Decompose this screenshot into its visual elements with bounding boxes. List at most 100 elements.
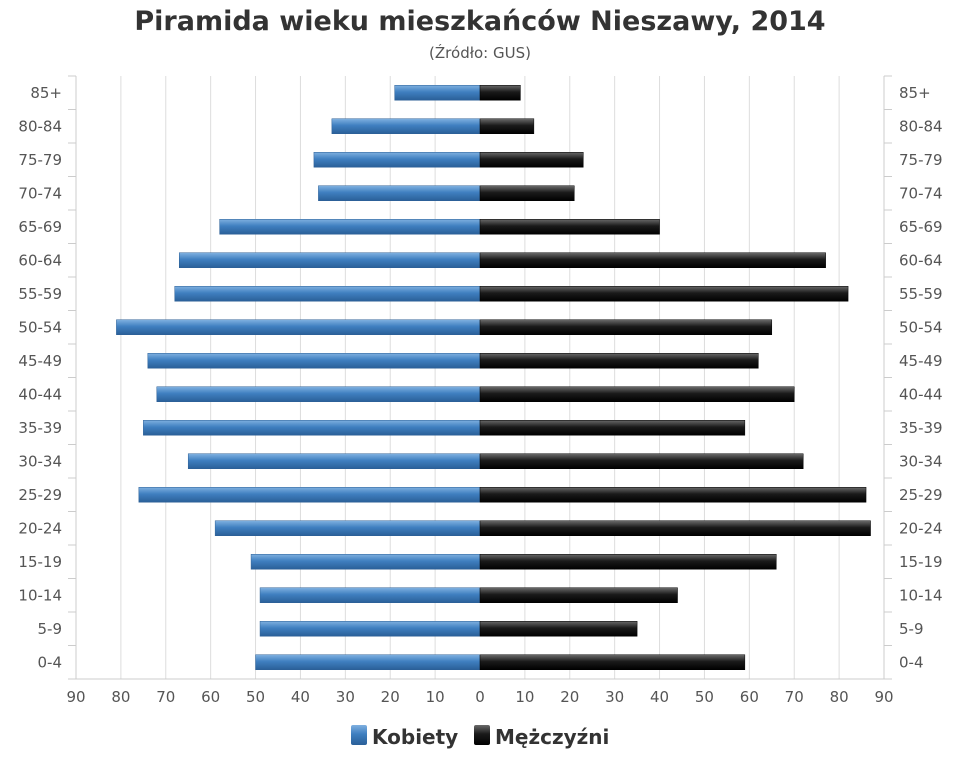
x-tick-label: 30 [605,688,624,706]
legend-swatch-mezczyzni[interactable] [474,725,490,745]
bar-mezczyzni [479,252,826,268]
bar-kobiety [313,152,481,168]
category-label-left: 35-39 [18,419,62,437]
bar-mezczyzni [479,185,575,201]
category-label-left: 45-49 [18,352,62,370]
category-label-right: 10-14 [899,586,943,604]
x-tick-label: 90 [874,688,893,706]
bar-mezczyzni [479,554,777,570]
category-label-left: 80-84 [18,117,62,135]
category-label-right: 5-9 [899,620,924,638]
x-tick-label: 80 [830,688,849,706]
category-label-right: 65-69 [899,218,943,236]
axes [68,75,892,680]
legend-label-kobiety[interactable]: Kobiety [372,725,458,749]
category-label-right: 50-54 [899,318,943,336]
category-label-left: 50-54 [18,318,62,336]
x-tick-label: 10 [515,688,534,706]
category-label-left: 25-29 [18,486,62,504]
x-tick-label: 50 [695,688,714,706]
x-tick-label: 20 [381,688,400,706]
x-tick-label: 60 [740,688,759,706]
category-label-left: 85+ [30,84,62,102]
bar-kobiety [259,587,481,603]
chart-subtitle: (Źródło: GUS) [429,44,531,62]
category-label-right: 0-4 [899,653,924,671]
category-label-left: 0-4 [38,653,63,671]
bar-kobiety [187,453,481,469]
category-label-left: 10-14 [18,586,62,604]
category-label-right: 20-24 [899,519,943,537]
bar-kobiety [250,554,481,570]
bar-mezczyzni [479,453,804,469]
x-tick-label: 0 [475,688,485,706]
category-label-left: 40-44 [18,385,62,403]
bar-mezczyzni [479,118,535,134]
category-label-right: 35-39 [899,419,943,437]
bar-mezczyzni [479,587,678,603]
bar-mezczyzni [479,487,867,503]
bar-kobiety [174,286,481,302]
x-tick-label: 40 [291,688,310,706]
category-label-right: 85+ [899,84,931,102]
bar-mezczyzni [479,286,849,302]
x-tick-label: 50 [246,688,265,706]
category-label-right: 15-19 [899,553,943,571]
bar-kobiety [259,621,481,637]
bar-kobiety [331,118,481,134]
legend-label-mezczyzni[interactable]: Mężczyźni [495,725,609,749]
bar-kobiety [156,386,481,402]
category-label-right: 45-49 [899,352,943,370]
bar-mezczyzni [479,353,759,369]
x-tick-label: 10 [426,688,445,706]
category-label-right: 40-44 [899,385,943,403]
bar-kobiety [255,654,481,670]
bar-mezczyzni [479,319,773,335]
category-label-left: 30-34 [18,452,62,470]
category-label-right: 80-84 [899,117,943,135]
bar-kobiety [178,252,481,268]
category-label-left: 60-64 [18,251,62,269]
x-tick-label: 80 [111,688,130,706]
bar-kobiety [138,487,481,503]
bar-kobiety [147,353,481,369]
bar-kobiety [143,420,481,436]
category-label-left: 65-69 [18,218,62,236]
category-label-left: 70-74 [18,184,62,202]
category-label-right: 60-64 [899,251,943,269]
bar-mezczyzni [479,386,795,402]
bar-mezczyzni [479,520,871,536]
bar-kobiety [318,185,481,201]
x-tick-label: 70 [156,688,175,706]
bar-mezczyzni [479,420,746,436]
x-tick-label: 20 [560,688,579,706]
category-label-right: 55-59 [899,285,943,303]
bar-kobiety [214,520,481,536]
legend[interactable]: Kobiety Mężczyźni [351,725,609,749]
x-tick-label: 90 [66,688,85,706]
x-tick-label: 40 [650,688,669,706]
category-label-right: 75-79 [899,151,943,169]
category-label-left: 55-59 [18,285,62,303]
x-tick-label: 70 [785,688,804,706]
bar-kobiety [116,319,481,335]
category-label-right: 30-34 [899,452,943,470]
bar-mezczyzni [479,621,638,637]
bar-mezczyzni [479,152,584,168]
bars [116,85,871,670]
x-tick-label: 30 [336,688,355,706]
category-label-right: 25-29 [899,486,943,504]
legend-swatch-kobiety[interactable] [351,725,367,745]
category-label-left: 5-9 [38,620,63,638]
bar-mezczyzni [479,219,660,235]
bar-kobiety [394,85,481,101]
tick-labels: 90 80 70 60 50 40 30 20 10 0 10 20 30 40 50 60 70 80 90 85+… [18,84,942,706]
category-label-right: 70-74 [899,184,943,202]
category-label-left: 15-19 [18,553,62,571]
chart-title: Piramida wieku mieszkańców Nieszawy, 201… [134,6,826,37]
bar-mezczyzni [479,654,746,670]
category-label-left: 20-24 [18,519,62,537]
category-label-left: 75-79 [18,151,62,169]
bar-kobiety [219,219,481,235]
